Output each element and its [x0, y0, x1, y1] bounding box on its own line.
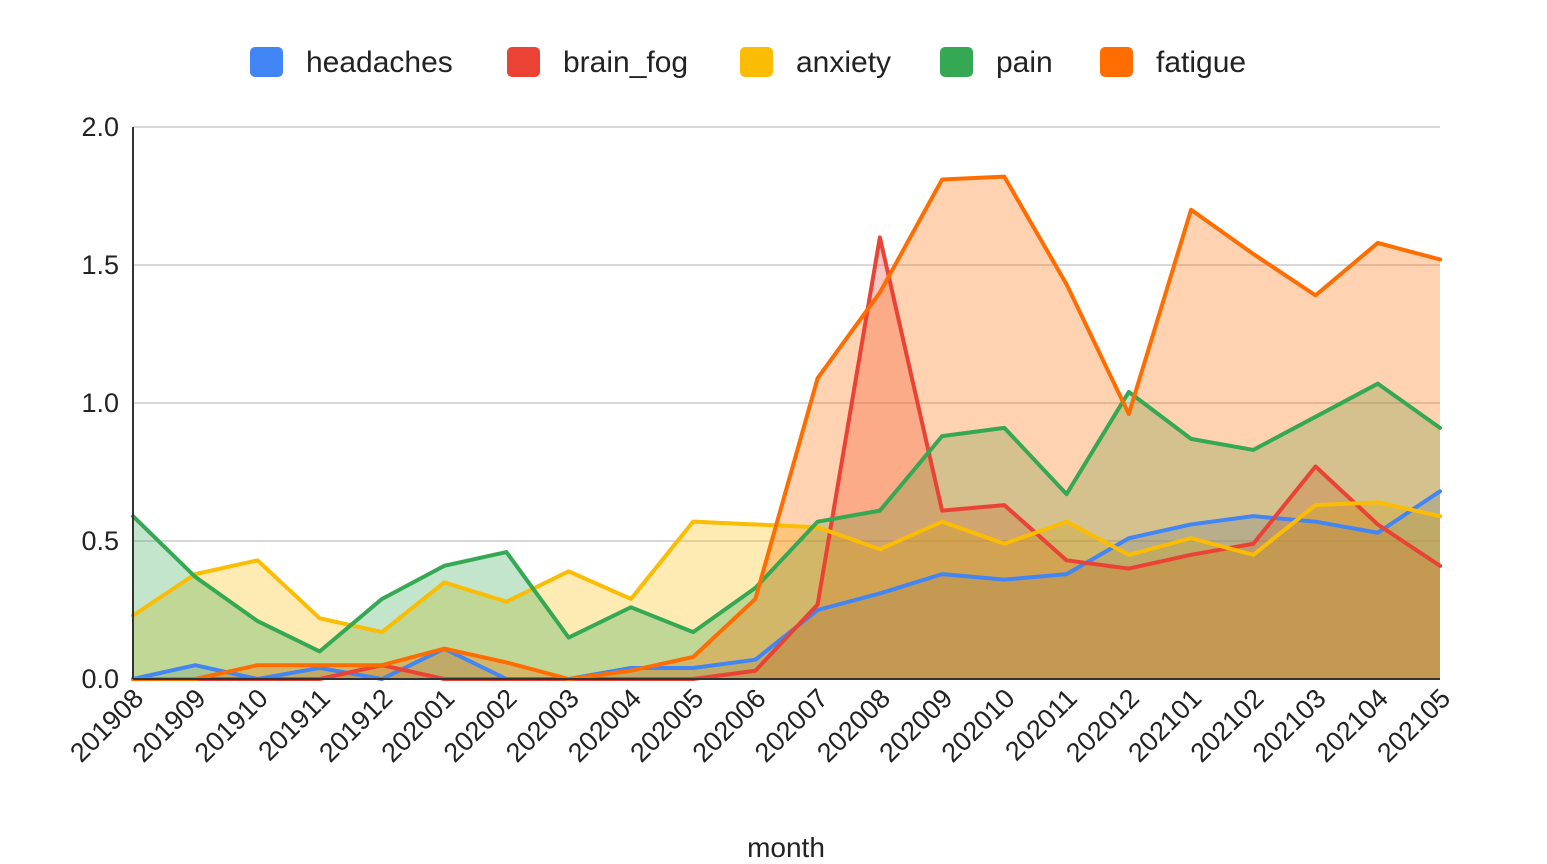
- legend-item-anxiety[interactable]: anxiety: [740, 46, 891, 79]
- legend-swatch: [740, 47, 773, 77]
- x-axis-title: month: [747, 832, 825, 863]
- legend-item-headaches[interactable]: headaches: [250, 46, 453, 79]
- line-fatigue: [131, 174, 1442, 681]
- axes: [132, 127, 1440, 680]
- series-areas: [133, 176, 1440, 679]
- area-fatigue: [133, 176, 1440, 679]
- legend-label: headaches: [306, 46, 453, 79]
- area-brain-fog: [133, 237, 1440, 679]
- y-tick-label: 1.5: [81, 250, 119, 280]
- legend-swatch: [1100, 47, 1133, 77]
- y-tick-label: 2.0: [81, 112, 119, 142]
- legend-label: anxiety: [796, 46, 891, 79]
- legend-item-fatigue[interactable]: fatigue: [1100, 46, 1246, 79]
- legend-swatch: [507, 47, 540, 77]
- legend: headaches brain_fog anxiety pain fatigue: [250, 46, 1246, 79]
- area-headaches: [133, 491, 1440, 679]
- area-pain: [133, 383, 1440, 679]
- legend-label: fatigue: [1156, 46, 1246, 79]
- y-tick-label: 0.5: [81, 526, 119, 556]
- y-tick-labels: 0.0 0.5 1.0 1.5 2.0: [81, 112, 119, 694]
- x-tick-labels: 2019082019092019102019112019122020012020…: [64, 683, 1456, 768]
- legend-label: brain_fog: [563, 46, 688, 79]
- y-tick-label: 1.0: [81, 388, 119, 418]
- y-tick-label: 0.0: [81, 664, 119, 694]
- line-pain: [131, 381, 1442, 654]
- legend-label: pain: [996, 46, 1053, 79]
- legend-swatch: [250, 47, 283, 77]
- gridlines: [133, 126, 1440, 542]
- legend-item-pain[interactable]: pain: [940, 46, 1053, 79]
- legend-item-brain-fog[interactable]: brain_fog: [507, 46, 688, 79]
- legend-swatch: [940, 47, 973, 77]
- series-lines: [131, 174, 1442, 681]
- line-brain-fog: [131, 235, 1442, 681]
